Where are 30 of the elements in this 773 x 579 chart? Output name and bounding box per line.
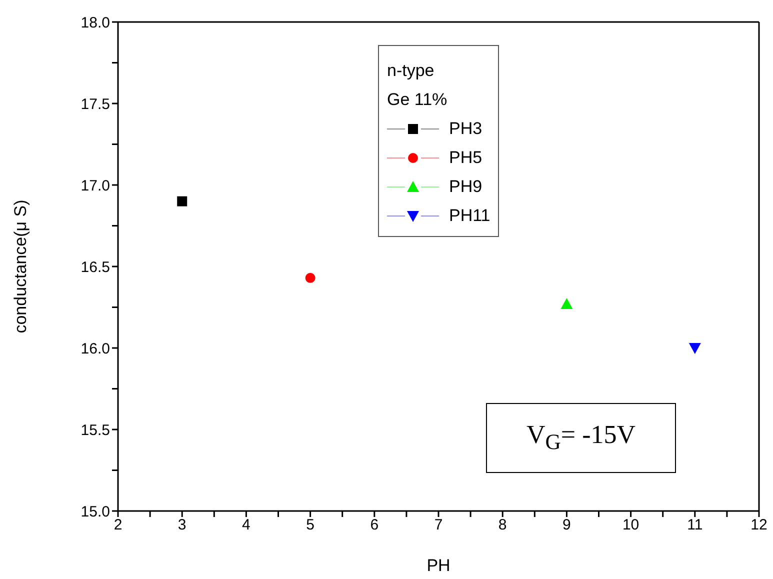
legend-title: n-type Ge 11%	[387, 60, 448, 111]
y-tick-label: 16.0	[80, 340, 110, 358]
point	[688, 343, 701, 354]
point	[177, 196, 188, 206]
legend-label: PH3	[449, 118, 482, 140]
x-tick-label: 4	[242, 516, 250, 534]
x-tick-label: 2	[114, 516, 122, 534]
y-tick-label: 18.0	[80, 14, 110, 32]
x-tick-label: 11	[687, 516, 703, 534]
x-tick-label: 3	[178, 516, 186, 534]
x-tick-label: 6	[370, 516, 379, 534]
point	[305, 272, 316, 283]
x-tick-label: 10	[622, 516, 640, 534]
x-axis-title: PH	[426, 556, 450, 575]
x-tick-label: 9	[562, 516, 571, 534]
point	[560, 298, 573, 309]
y-tick-label: 15.5	[80, 422, 110, 439]
x-tick-label: 8	[498, 516, 507, 534]
legend-label: PH9	[449, 176, 482, 198]
y-tick-label: 17.0	[80, 177, 110, 194]
legend-label: PH5	[449, 147, 482, 169]
x-tick-label: 5	[306, 516, 314, 534]
y-tick-label: 16.5	[80, 258, 110, 276]
y-axis-title: conductance(μ S)	[11, 200, 30, 334]
x-tick-label: 7	[434, 516, 443, 534]
y-tick-label: 17.5	[80, 96, 110, 113]
x-tick-label: 12	[750, 516, 768, 534]
annotation: V$_{G}$= -15V	[526, 420, 636, 456]
y-tick-label: 15.0	[80, 503, 110, 520]
legend-label: PH11	[449, 205, 490, 227]
